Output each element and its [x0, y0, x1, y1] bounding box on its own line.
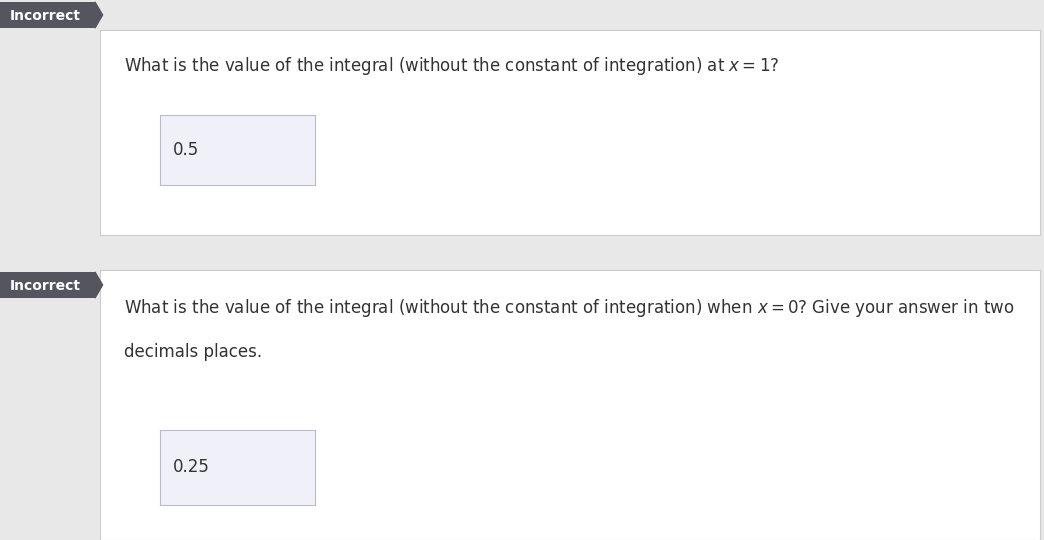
Text: 0.25: 0.25	[172, 458, 209, 476]
Text: 0.5: 0.5	[172, 141, 198, 159]
Text: What is the value of the integral (without the constant of integration) when $x : What is the value of the integral (witho…	[123, 297, 1014, 319]
Text: decimals places.: decimals places.	[123, 343, 262, 361]
Polygon shape	[95, 272, 102, 298]
Polygon shape	[95, 2, 102, 28]
Text: Incorrect: Incorrect	[9, 9, 80, 23]
Text: Incorrect: Incorrect	[9, 279, 80, 293]
Text: What is the value of the integral (without the constant of integration) at $x = : What is the value of the integral (witho…	[123, 55, 779, 77]
